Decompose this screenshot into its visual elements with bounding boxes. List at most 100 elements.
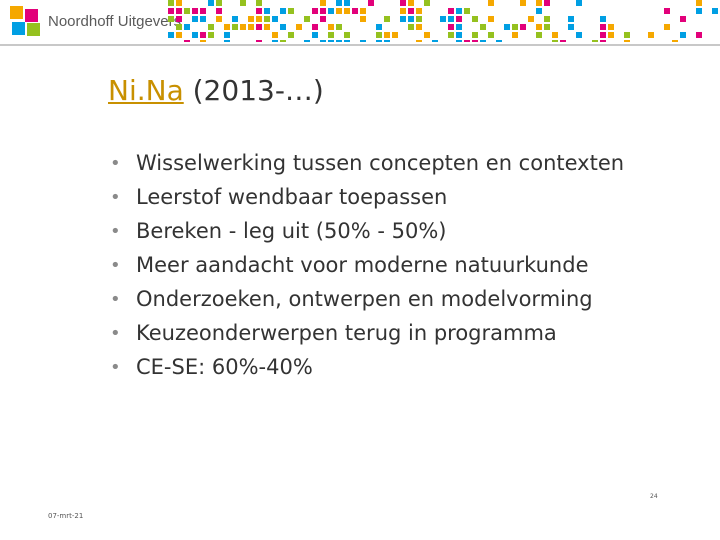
pattern-square [208, 0, 214, 6]
pattern-square [448, 24, 454, 30]
pattern-square [360, 40, 366, 42]
pattern-square [416, 24, 422, 30]
pattern-square [472, 32, 478, 38]
pattern-square [544, 0, 550, 6]
bullet-icon: • [110, 153, 121, 174]
pattern-square [408, 16, 414, 22]
pattern-square [216, 8, 222, 14]
pattern-square [552, 32, 558, 38]
pattern-square [336, 0, 342, 6]
pattern-square [528, 16, 534, 22]
pattern-square [456, 8, 462, 14]
decorative-pixel-pattern [168, 0, 718, 42]
pattern-square [272, 32, 278, 38]
bullet-icon: • [110, 255, 121, 276]
pattern-square [376, 32, 382, 38]
pattern-square [464, 40, 470, 42]
pattern-square [296, 24, 302, 30]
pattern-square [184, 8, 190, 14]
pattern-square [184, 40, 190, 42]
pattern-square [328, 32, 334, 38]
pattern-square [592, 40, 598, 42]
pattern-square [600, 40, 606, 42]
pattern-square [320, 16, 326, 22]
pattern-square [256, 8, 262, 14]
pattern-square [224, 32, 230, 38]
pattern-square [696, 0, 702, 6]
pattern-square [480, 40, 486, 42]
pattern-square [344, 8, 350, 14]
pattern-square [384, 40, 390, 42]
pattern-square [288, 8, 294, 14]
pattern-square [552, 40, 558, 42]
pattern-square [312, 24, 318, 30]
pattern-square [488, 0, 494, 6]
pattern-square [608, 32, 614, 38]
slide-date: 07-mrt-21 [48, 512, 84, 520]
title-link[interactable]: Ni.Na [108, 74, 184, 107]
pattern-square [416, 40, 422, 42]
pattern-square [184, 24, 190, 30]
list-item: • CE-SE: 60%-40% [110, 355, 313, 379]
pattern-square [664, 8, 670, 14]
pattern-square [304, 16, 310, 22]
pattern-square [536, 8, 542, 14]
pattern-square [256, 0, 262, 6]
header-divider [0, 44, 720, 46]
pattern-square [344, 0, 350, 6]
pattern-square [280, 40, 286, 42]
pattern-square [320, 40, 326, 42]
pattern-square [424, 0, 430, 6]
pattern-square [208, 32, 214, 38]
pattern-square [472, 40, 478, 42]
list-item: • Keuzeonderwerpen terug in programma [110, 321, 557, 345]
bullet-icon: • [110, 323, 121, 344]
pattern-square [384, 32, 390, 38]
logo: Noordhoff Uitgevers [10, 6, 181, 36]
pattern-square [224, 40, 230, 42]
pattern-square [256, 24, 262, 30]
pattern-square [464, 8, 470, 14]
pattern-square [264, 24, 270, 30]
pattern-square [400, 0, 406, 6]
pattern-square [408, 0, 414, 6]
pattern-square [224, 24, 230, 30]
pattern-square [400, 16, 406, 22]
pattern-square [456, 24, 462, 30]
pattern-square [200, 40, 206, 42]
pattern-square [600, 32, 606, 38]
pattern-square [424, 32, 430, 38]
pattern-square [664, 24, 670, 30]
pattern-square [168, 32, 174, 38]
pattern-square [576, 32, 582, 38]
pattern-square [304, 40, 310, 42]
pattern-square [208, 24, 214, 30]
pattern-square [168, 16, 174, 22]
bullet-list: • Wisselwerking tussen concepten en conte… [110, 150, 680, 388]
pattern-square [168, 0, 174, 6]
pattern-square [368, 0, 374, 6]
pattern-square [504, 24, 510, 30]
pattern-square [488, 16, 494, 22]
pattern-square [328, 24, 334, 30]
pattern-square [200, 32, 206, 38]
pattern-square [320, 8, 326, 14]
pattern-square [280, 24, 286, 30]
pattern-square [248, 24, 254, 30]
pattern-square [328, 8, 334, 14]
pattern-square [432, 40, 438, 42]
pattern-square [192, 8, 198, 14]
pattern-square [568, 16, 574, 22]
pattern-square [272, 40, 278, 42]
pattern-square [456, 32, 462, 38]
pattern-square [288, 32, 294, 38]
pattern-square [344, 40, 350, 42]
pattern-square [544, 24, 550, 30]
pattern-square [456, 40, 462, 42]
list-item: • Wisselwerking tussen concepten en conte… [110, 151, 625, 175]
pattern-square [696, 32, 702, 38]
pattern-square [240, 0, 246, 6]
pattern-square [416, 8, 422, 14]
pattern-square [672, 40, 678, 42]
pattern-square [520, 24, 526, 30]
